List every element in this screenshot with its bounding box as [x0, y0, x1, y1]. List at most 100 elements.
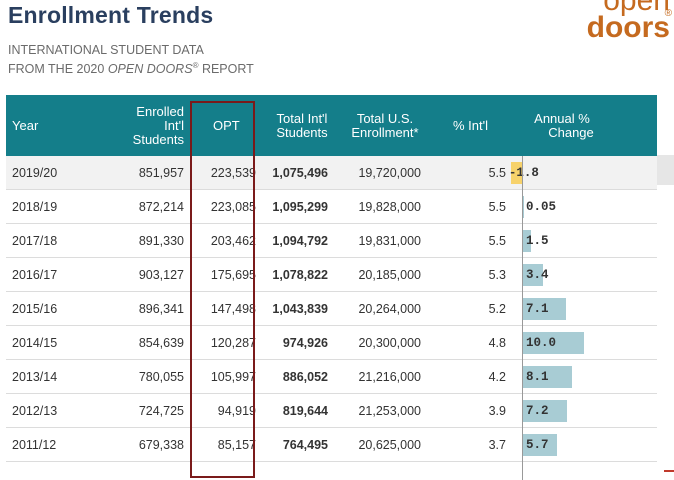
cell-total-us: 21,216,000 — [358, 370, 421, 384]
col-header-annual-line2: Change — [548, 124, 594, 140]
cell-pct-intl: 5.5 — [488, 166, 506, 180]
cell-pct-intl: 3.7 — [488, 438, 506, 452]
annual-change-label: 0.05 — [526, 200, 557, 214]
col-header-enrolled-line1: Enrolled — [136, 103, 184, 119]
subtitle-post: REPORT — [198, 62, 254, 77]
cell-pct-intl: 4.8 — [488, 336, 506, 350]
cell-opt: 147,498 — [210, 302, 256, 316]
col-header-total-intl-line1: Total Int'l — [276, 110, 328, 126]
scrollbar[interactable] — [657, 155, 674, 185]
page-title: Enrollment Trends — [8, 2, 214, 28]
annual-change-bar — [522, 196, 524, 218]
cell-year: 2014/15 — [12, 336, 58, 350]
cell-year: 2016/17 — [12, 268, 58, 282]
col-header-pct-intl[interactable]: % Int'l — [453, 117, 488, 133]
annual-change-bar — [522, 434, 558, 456]
table-row[interactable]: 2012/13 724,725 94,919 819,644 21,253,000 3.9… — [6, 394, 657, 428]
cell-opt: 105,997 — [210, 370, 256, 384]
cell-enrolled: 724,725 — [138, 404, 184, 418]
cell-total-us: 19,831,000 — [358, 234, 421, 248]
col-header-annual-change[interactable]: Annual % Change — [522, 95, 602, 156]
cell-enrolled: 854,639 — [138, 336, 184, 350]
table-row[interactable]: 2013/14 780,055 105,997 886,052 21,216,000 4.… — [6, 360, 657, 394]
cell-total-us: 20,300,000 — [358, 336, 421, 350]
logo-reg-mark: ® — [664, 8, 672, 19]
cell-year: 2011/12 — [12, 438, 57, 452]
cell-opt: 223,085 — [210, 200, 256, 214]
cell-pct-intl: 5.2 — [488, 302, 506, 316]
cell-enrolled: 872,214 — [138, 200, 184, 214]
cell-total-intl: 886,052 — [282, 370, 328, 384]
logo-doors-text: doors — [586, 11, 670, 44]
table-header: Year Enrolled Int'l Students OPT Total I… — [6, 95, 657, 156]
annual-change-bar — [522, 332, 584, 354]
annual-change-bar — [522, 230, 532, 252]
table-row[interactable]: 2016/17 903,127 175,695 1,078,822 20,185,000… — [6, 258, 657, 292]
cell-total-us: 20,185,000 — [358, 268, 421, 282]
cell-enrolled: 851,957 — [138, 166, 184, 180]
annual-change-label: 1.5 — [526, 234, 549, 248]
annual-change-bar — [522, 400, 567, 422]
col-header-enrolled[interactable]: Enrolled Int'l Students — [124, 95, 184, 156]
cell-year: 2015/16 — [12, 302, 58, 316]
cell-total-intl: 1,094,792 — [272, 234, 328, 248]
annual-change-label: 8.1 — [526, 370, 549, 384]
cell-year: 2013/14 — [12, 370, 58, 384]
cell-enrolled: 896,341 — [138, 302, 184, 316]
corner-mark — [664, 470, 674, 472]
cell-total-intl: 1,043,839 — [272, 302, 328, 316]
table-row[interactable]: 2017/18 891,330 203,462 1,094,792 19,831,000… — [6, 224, 657, 258]
cell-total-intl: 974,926 — [282, 336, 328, 350]
table-row[interactable]: 2018/19 872,214 223,085 1,095,299 19,828,000… — [6, 190, 657, 224]
cell-pct-intl: 4.2 — [488, 370, 506, 384]
cell-total-us: 20,264,000 — [358, 302, 421, 316]
cell-total-intl: 1,075,496 — [272, 166, 328, 180]
col-header-total-us-line1: Total U.S. — [356, 110, 414, 126]
table-row[interactable]: 2015/16 896,341 147,498 1,043,839 20,264,000… — [6, 292, 657, 326]
cell-total-us: 19,828,000 — [358, 200, 421, 214]
cell-year: 2019/20 — [12, 166, 58, 180]
cell-pct-intl: 3.9 — [488, 404, 506, 418]
annual-change-label: 3.4 — [526, 268, 549, 282]
table-row[interactable]: 2011/12 679,338 85,157 764,495 20,625,000 3.7… — [6, 428, 657, 462]
cell-year: 2017/18 — [12, 234, 58, 248]
col-header-total-intl[interactable]: Total Int'l Students — [268, 95, 336, 156]
open-doors-logo: open doors ® — [560, 0, 672, 44]
cell-year: 2012/13 — [12, 404, 58, 418]
cell-total-intl: 764,495 — [282, 438, 328, 452]
cell-opt: 120,287 — [210, 336, 256, 350]
annual-change-label: 5.7 — [526, 438, 549, 452]
annual-change-label: 10.0 — [526, 336, 557, 350]
col-header-opt[interactable]: OPT — [213, 117, 240, 133]
cell-opt: 223,539 — [210, 166, 256, 180]
annual-change-bar — [522, 298, 567, 320]
cell-opt: 94,919 — [217, 404, 256, 418]
cell-opt: 203,462 — [210, 234, 256, 248]
enrollment-table: Year Enrolled Int'l Students OPT Total I… — [6, 95, 657, 480]
cell-total-us: 21,253,000 — [358, 404, 421, 418]
col-header-total-us-line2: Enrollment* — [351, 124, 419, 140]
cell-enrolled: 903,127 — [138, 268, 184, 282]
cell-total-intl: 1,095,299 — [272, 200, 328, 214]
page-subtitle: INTERNATIONAL STUDENT DATA FROM THE 2020… — [8, 43, 254, 77]
table-row[interactable]: 2019/20 851,957 223,539 1,075,496 19,720,000… — [6, 156, 657, 190]
cell-total-us: 20,625,000 — [358, 438, 421, 452]
col-header-enrolled-line2: Int'l — [164, 117, 184, 133]
subtitle-pre: FROM THE 2020 — [8, 62, 108, 77]
cell-opt: 175,695 — [210, 268, 256, 282]
cell-opt: 85,157 — [217, 438, 256, 452]
cell-total-intl: 1,078,822 — [272, 268, 328, 282]
table-row[interactable]: 2014/15 854,639 120,287 974,926 20,300,000 4.… — [6, 326, 657, 360]
subtitle-reg-mark: ® — [192, 61, 199, 70]
cell-total-intl: 819,644 — [282, 404, 328, 418]
subtitle-line-1: INTERNATIONAL STUDENT DATA — [8, 43, 204, 57]
cell-enrolled: 780,055 — [138, 370, 184, 384]
annual-change-bar — [510, 162, 522, 184]
subtitle-report-name: OPEN DOORS — [107, 62, 193, 77]
cell-enrolled: 679,338 — [138, 438, 184, 452]
change-zero-axis — [522, 156, 523, 480]
logo-open-text: open — [603, 0, 670, 17]
col-header-year[interactable]: Year — [12, 117, 39, 133]
col-header-enrolled-line3: Students — [132, 131, 184, 147]
col-header-total-us[interactable]: Total U.S. Enrollment* — [346, 95, 424, 156]
